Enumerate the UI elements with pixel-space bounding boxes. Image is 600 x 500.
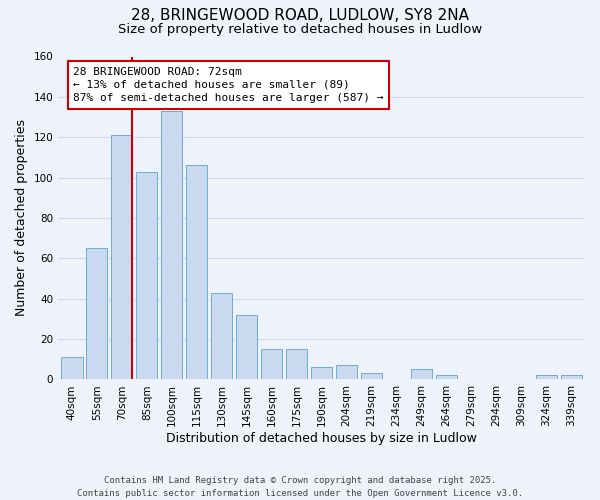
Bar xyxy=(86,248,107,380)
Bar xyxy=(361,374,382,380)
Bar xyxy=(61,358,83,380)
Bar xyxy=(186,166,208,380)
Bar xyxy=(411,370,432,380)
Text: 28 BRINGEWOOD ROAD: 72sqm
← 13% of detached houses are smaller (89)
87% of semi-: 28 BRINGEWOOD ROAD: 72sqm ← 13% of detac… xyxy=(73,66,383,103)
Text: Size of property relative to detached houses in Ludlow: Size of property relative to detached ho… xyxy=(118,22,482,36)
Bar xyxy=(211,292,232,380)
Bar xyxy=(336,366,357,380)
Y-axis label: Number of detached properties: Number of detached properties xyxy=(15,120,28,316)
Bar xyxy=(536,376,557,380)
Bar xyxy=(236,315,257,380)
Bar xyxy=(311,368,332,380)
X-axis label: Distribution of detached houses by size in Ludlow: Distribution of detached houses by size … xyxy=(166,432,477,445)
Text: Contains HM Land Registry data © Crown copyright and database right 2025.
Contai: Contains HM Land Registry data © Crown c… xyxy=(77,476,523,498)
Bar xyxy=(136,172,157,380)
Bar xyxy=(286,349,307,380)
Bar xyxy=(111,135,133,380)
Bar xyxy=(436,376,457,380)
Text: 28, BRINGEWOOD ROAD, LUDLOW, SY8 2NA: 28, BRINGEWOOD ROAD, LUDLOW, SY8 2NA xyxy=(131,8,469,22)
Bar xyxy=(161,111,182,380)
Bar xyxy=(261,349,282,380)
Bar xyxy=(560,376,582,380)
